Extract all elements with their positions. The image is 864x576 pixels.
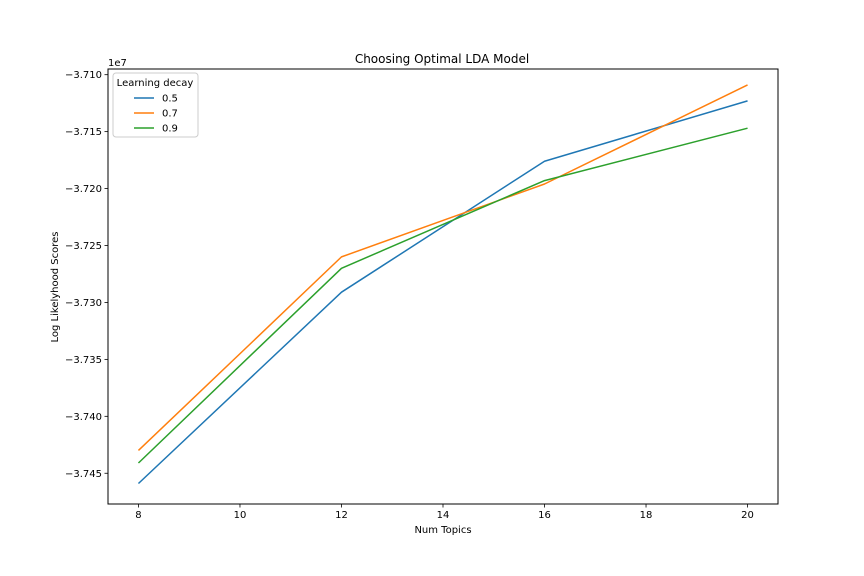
- x-tick-label: 18: [640, 510, 653, 521]
- chart-title: Choosing Optimal LDA Model: [355, 52, 529, 66]
- y-axis-label: Log Likelyhood Scores: [50, 232, 61, 343]
- y-tick-label: −3.715: [65, 127, 102, 138]
- y-tick-label: −3.720: [65, 184, 102, 195]
- x-tick-label: 10: [234, 510, 247, 521]
- plot-frame: [107, 68, 779, 505]
- x-tick-label: 12: [335, 510, 348, 521]
- y-axis-ticks: −3.745 −3.740 −3.735 −3.730 −3.725 −3.720 −3.7…: [65, 70, 108, 480]
- y-tick-label: −3.740: [65, 412, 102, 423]
- y-tick-label: −3.710: [65, 70, 102, 81]
- x-axis-label: Num Topics: [414, 525, 471, 536]
- legend-label-0.5: 0.5: [162, 94, 178, 105]
- legend-frame: [112, 72, 199, 138]
- legend: Learning decay 0.5 0.7 0.9: [112, 72, 199, 138]
- x-tick-label: 20: [741, 510, 754, 521]
- x-axis-ticks: 8 10 12 14 16 18 20: [135, 504, 754, 521]
- x-tick-label: 16: [538, 510, 551, 521]
- y-offset-label: 1e7: [108, 58, 127, 69]
- legend-label-0.9: 0.9: [162, 124, 178, 135]
- y-tick-label: −3.745: [65, 469, 102, 480]
- series-lines: [137, 84, 748, 485]
- y-tick-label: −3.730: [65, 298, 102, 309]
- series-line-0.5: [137, 100, 748, 485]
- x-tick-label: 8: [135, 510, 141, 521]
- x-tick-label: 14: [437, 510, 450, 521]
- series-line-0.7: [137, 84, 748, 452]
- series-line-0.9: [137, 127, 748, 464]
- y-tick-label: −3.725: [65, 241, 102, 252]
- y-tick-label: −3.735: [65, 355, 102, 366]
- legend-label-0.7: 0.7: [162, 109, 178, 120]
- legend-title: Learning decay: [117, 78, 194, 89]
